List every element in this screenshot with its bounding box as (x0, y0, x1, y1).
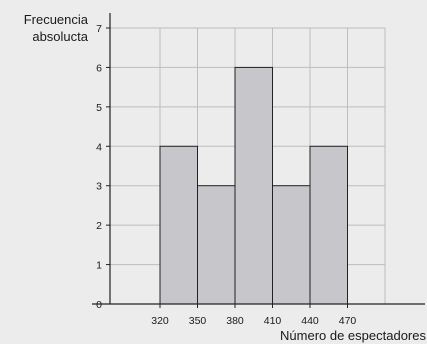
histogram-bar (159, 145, 198, 305)
y-tick-label: 0 (96, 299, 102, 311)
x-axis-label: Número de espectadores (280, 328, 426, 343)
histogram-bar (309, 145, 348, 305)
y-tick-label: 7 (96, 23, 102, 35)
histogram-bar (234, 66, 273, 305)
y-tick-label: 1 (96, 260, 102, 272)
y-axis-label-line-2: absolucta (32, 29, 88, 44)
x-tick-label: 380 (226, 315, 244, 327)
y-tick-label: 5 (96, 102, 102, 114)
y-tick-label: 3 (96, 181, 102, 193)
y-tick-label: 2 (96, 220, 102, 232)
x-tick-label: 410 (264, 315, 282, 327)
x-tick-label: 440 (301, 315, 319, 327)
histogram-bar (272, 185, 311, 305)
x-tick-label: 350 (189, 315, 207, 327)
histogram-bars (159, 66, 348, 305)
histogram-bar (197, 185, 236, 305)
axes: 0 1 2 3 4 5 6 7 320 350 380 410 440 470 (92, 13, 425, 327)
y-tick-label: 4 (96, 141, 102, 153)
y-tick-label: 6 (96, 62, 102, 74)
x-tick-label: 470 (339, 315, 357, 327)
x-tick-label: 320 (151, 315, 169, 327)
y-axis-label-line-1: Frecuencia (24, 12, 89, 27)
